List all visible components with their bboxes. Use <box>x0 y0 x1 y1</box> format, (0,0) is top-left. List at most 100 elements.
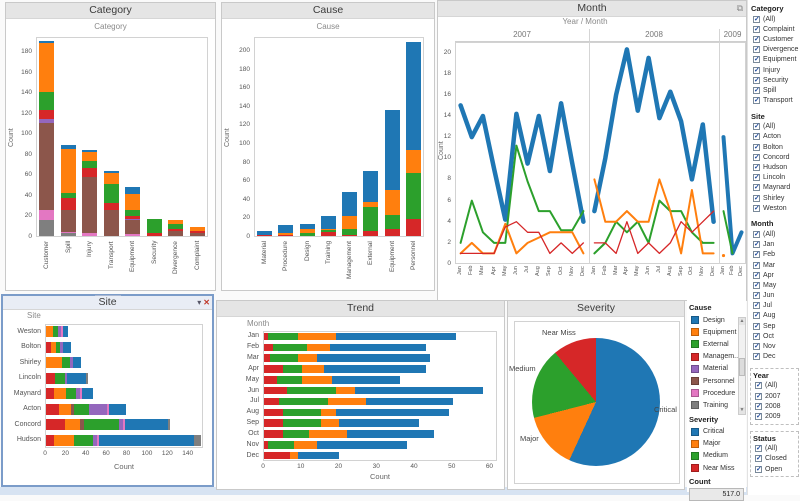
checkbox-checked-icon[interactable]: ✓ <box>755 392 762 400</box>
legend-item[interactable]: Critical <box>687 426 746 438</box>
bar-segment[interactable] <box>324 365 427 373</box>
filter-item[interactable]: ✓ Jul <box>753 302 772 310</box>
bar-segment[interactable] <box>39 210 55 220</box>
filter-item[interactable]: ✓ Spill <box>753 86 777 94</box>
line-series-major[interactable] <box>593 178 715 255</box>
bar-segment[interactable] <box>39 123 55 211</box>
bar-segment[interactable] <box>96 434 99 446</box>
cause-window-titlebar[interactable]: Cause <box>222 3 434 19</box>
checkbox-checked-icon[interactable]: ✓ <box>755 412 762 420</box>
bar-segment[interactable] <box>282 430 310 438</box>
line-series-near-miss[interactable] <box>459 221 585 255</box>
filter-item[interactable]: ✓ Jun <box>753 292 775 300</box>
checkbox-checked-icon[interactable]: ✓ <box>755 445 762 453</box>
checkbox-checked-icon[interactable]: ✓ <box>753 86 760 94</box>
filter-item[interactable]: ✓ (All) <box>753 15 776 23</box>
bar-segment[interactable] <box>282 419 321 427</box>
filter-item[interactable]: ✓ Shirley <box>753 194 785 202</box>
bar-segment[interactable] <box>264 332 268 341</box>
filter-item[interactable]: ✓ 2007 <box>755 392 781 400</box>
bar-segment[interactable] <box>125 219 141 234</box>
line-series-critical[interactable] <box>721 135 744 256</box>
filter-item[interactable]: ✓ Mar <box>753 261 776 269</box>
bar-segment[interactable] <box>278 224 294 234</box>
bar-segment[interactable] <box>82 161 98 169</box>
filter-item[interactable]: ✓ Sep <box>753 322 776 330</box>
filter-item[interactable]: ✓ Lincoln <box>753 174 786 182</box>
bar-segment[interactable] <box>342 216 358 230</box>
checkbox-checked-icon[interactable]: ✓ <box>753 143 760 151</box>
bar-segment[interactable] <box>264 408 283 416</box>
bar-segment[interactable] <box>103 183 119 204</box>
bar-segment[interactable] <box>347 430 434 438</box>
bar-segment[interactable] <box>282 365 302 373</box>
bar-segment[interactable] <box>264 451 291 460</box>
bar-segment[interactable] <box>193 434 201 446</box>
bar-segment[interactable] <box>320 215 336 229</box>
bar-segment[interactable] <box>342 229 358 236</box>
bar-segment[interactable] <box>405 41 421 150</box>
filter-item[interactable]: ✓ Customer <box>753 35 794 43</box>
filter-item[interactable]: ✓ (All) <box>755 382 778 390</box>
bar-segment[interactable] <box>73 403 89 415</box>
bar-segment[interactable] <box>363 207 379 232</box>
bar-segment[interactable] <box>39 219 55 236</box>
legend-item[interactable]: Material <box>687 363 735 375</box>
bar-segment[interactable] <box>125 215 141 219</box>
line-series-medium[interactable] <box>459 144 585 244</box>
bar-segment[interactable] <box>264 386 287 395</box>
bar-segment[interactable] <box>335 386 355 395</box>
bar-segment[interactable] <box>384 228 400 236</box>
bar-segment[interactable] <box>62 357 71 369</box>
filter-item[interactable]: ✓ Equipment <box>753 56 797 64</box>
bar-segment[interactable] <box>320 228 336 231</box>
filter-item[interactable]: ✓ Closed <box>755 455 787 463</box>
bar-segment[interactable] <box>71 403 74 415</box>
site-window-titlebar[interactable]: Site <box>3 296 212 310</box>
line-series-critical[interactable] <box>458 101 586 224</box>
checkbox-checked-icon[interactable]: ✓ <box>753 281 760 289</box>
bar-segment[interactable] <box>39 92 55 110</box>
bar-segment[interactable] <box>354 386 483 395</box>
window-menu-icon[interactable]: ▾ <box>197 298 202 307</box>
bar-segment[interactable] <box>299 223 315 230</box>
bar-segment[interactable] <box>125 233 141 236</box>
legend-item[interactable]: Procedure <box>687 387 735 399</box>
bar-segment[interactable] <box>335 332 457 341</box>
filter-item[interactable]: ✓ Feb <box>753 251 776 259</box>
bar-segment[interactable] <box>46 434 55 446</box>
bar-segment[interactable] <box>279 397 329 406</box>
window-close-icon[interactable]: ✕ <box>203 298 210 307</box>
line-series-medium[interactable] <box>722 210 734 255</box>
bar-segment[interactable] <box>189 230 205 233</box>
bar-segment[interactable] <box>342 235 358 236</box>
bar-segment[interactable] <box>125 186 141 194</box>
filter-item[interactable]: ✓ (All) <box>755 445 778 453</box>
bar-segment[interactable] <box>264 430 283 438</box>
filter-item[interactable]: ✓ Bolton <box>753 143 783 151</box>
legend-item[interactable]: Medium <box>687 450 746 462</box>
bar-segment[interactable] <box>316 354 431 362</box>
checkbox-checked-icon[interactable]: ✓ <box>753 292 760 300</box>
bar-segment[interactable] <box>257 235 273 236</box>
bar-segment[interactable] <box>82 149 98 152</box>
bar-segment[interactable] <box>60 148 76 193</box>
bar-segment[interactable] <box>125 193 141 211</box>
bar-segment[interactable] <box>331 376 400 384</box>
bar-segment[interactable] <box>39 119 55 124</box>
bar-segment[interactable] <box>46 357 63 369</box>
bar-segment[interactable] <box>65 419 80 431</box>
checkbox-checked-icon[interactable]: ✓ <box>753 204 760 212</box>
bar-segment[interactable] <box>384 109 400 191</box>
bar-segment[interactable] <box>103 173 119 184</box>
bar-segment[interactable] <box>363 201 379 208</box>
filter-item[interactable]: ✓ Aug <box>753 312 776 320</box>
bar-segment[interactable] <box>88 403 108 415</box>
bar-segment[interactable] <box>107 403 110 415</box>
checkbox-checked-icon[interactable]: ✓ <box>753 312 760 320</box>
bar-segment[interactable] <box>335 408 449 416</box>
bar-segment[interactable] <box>299 229 315 234</box>
legend-item[interactable]: Near Miss <box>687 462 746 474</box>
filter-item[interactable]: ✓ Security <box>753 76 789 84</box>
checkbox-checked-icon[interactable]: ✓ <box>753 230 760 238</box>
